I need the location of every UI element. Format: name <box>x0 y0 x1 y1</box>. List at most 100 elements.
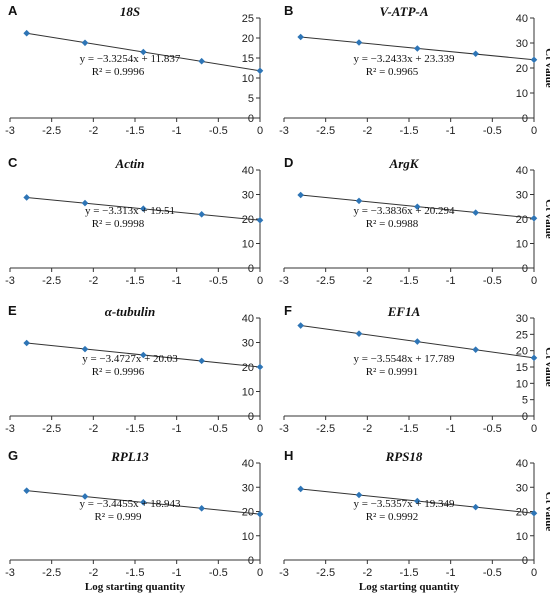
y-tick-label: 0 <box>248 263 254 275</box>
x-tick-label: -0.5 <box>483 275 502 287</box>
x-tick-label: -1.5 <box>400 275 419 287</box>
data-point <box>198 357 205 365</box>
x-tick-label: -2 <box>88 125 98 137</box>
x-tick-label: -3 <box>5 567 15 579</box>
panel-label: G <box>8 448 18 463</box>
y-tick-label: 20 <box>516 346 528 358</box>
y-tick-label: 0 <box>248 113 254 125</box>
fit-equation: y = −3.313x + 19.51 <box>85 205 175 217</box>
fit-equation: y = −3.2433x + 23.339 <box>353 53 455 65</box>
y-tick-label: 10 <box>516 239 528 251</box>
data-point <box>414 497 421 505</box>
x-tick-label: 0 <box>257 423 263 435</box>
data-point <box>198 211 205 218</box>
x-tick-label: -1 <box>172 275 182 287</box>
x-tick-label: 0 <box>257 125 263 137</box>
r-squared: R² = 0.9996 <box>92 66 145 78</box>
x-tick-label: -2 <box>362 125 372 137</box>
x-tick-label: -2.5 <box>42 125 61 137</box>
data-point <box>472 346 479 353</box>
y-tick-label: 30 <box>242 338 254 350</box>
x-tick-label: -3 <box>279 423 289 435</box>
x-tick-label: -2.5 <box>42 567 61 579</box>
data-point <box>355 330 363 337</box>
x-axis-label: Log starting quantity <box>85 581 186 593</box>
panel-title: Actin <box>115 156 145 171</box>
x-tick-label: -2 <box>88 567 98 579</box>
y-tick-label: 10 <box>516 378 528 390</box>
panel-title: α-tubulin <box>105 304 156 319</box>
y-tick-label: 40 <box>242 165 254 177</box>
x-tick-label: -2.5 <box>316 567 335 579</box>
y-axis-label: Ct value <box>543 492 550 532</box>
y-tick-label: 5 <box>248 93 254 105</box>
data-point <box>355 491 363 499</box>
x-tick-label: -0.5 <box>483 567 502 579</box>
r-squared: R² = 0.9996 <box>92 366 145 378</box>
panel-g: -3-2.5-2-1.5-1-0.50010203040GRPL13y = −3… <box>5 448 264 593</box>
data-point <box>355 39 363 46</box>
panel-label: B <box>284 3 293 18</box>
y-tick-label: 40 <box>516 13 528 25</box>
y-tick-label: 20 <box>242 214 254 226</box>
y-tick-label: 30 <box>516 38 528 50</box>
y-tick-label: 10 <box>242 239 254 251</box>
panel-b: -3 -2.5 -2 -1.5 -1 -0.5 00 10 20 30 40 B V-ATP-A y = … <box>279 3 550 137</box>
data-point <box>530 214 538 222</box>
data-point <box>23 29 30 37</box>
data-point <box>23 194 30 201</box>
x-tick-label: -1 <box>172 125 182 137</box>
x-tick-label: -2.5 <box>42 423 61 435</box>
data-point <box>198 505 205 512</box>
panel-d: -3 -2.5 -2 -1.5 -1 -0.5 00 10 20 30 40 D ArgK y = −3.… <box>279 155 550 287</box>
data-point <box>414 45 421 52</box>
y-tick-label: 5 <box>522 395 528 407</box>
panel-label: A <box>8 3 18 18</box>
r-squared: R² = 0.9998 <box>92 218 145 230</box>
y-tick-label: 40 <box>242 313 254 325</box>
x-tick-label: -2.5 <box>316 125 335 137</box>
data-point <box>81 39 89 47</box>
fit-equation: y = −3.3254x + 11.837 <box>80 53 181 65</box>
x-tick-label: -1.5 <box>400 125 419 137</box>
y-tick-label: 30 <box>242 190 254 202</box>
y-axis-label: Ct value <box>543 347 550 387</box>
data-point <box>140 48 147 56</box>
y-axis-label: Ct value <box>543 48 550 88</box>
x-tick-label: 0 <box>531 275 537 287</box>
y-tick-label: 40 <box>242 458 254 470</box>
x-tick-label: -2 <box>88 423 98 435</box>
panel-title: V-ATP-A <box>379 4 428 19</box>
x-tick-label: -0.5 <box>483 423 502 435</box>
fit-equation: y = −3.4455x + 18.943 <box>79 498 181 510</box>
panel-title: RPS18 <box>385 449 423 464</box>
x-tick-label: -1 <box>446 275 456 287</box>
x-tick-label: -1 <box>172 567 182 579</box>
data-point <box>23 487 30 494</box>
y-tick-label: 10 <box>516 531 528 543</box>
r-squared: R² = 0.9988 <box>366 218 419 230</box>
y-tick-label: 0 <box>248 555 254 567</box>
fit-equation: y = −3.3836x + 20.294 <box>353 205 455 217</box>
panel-title: EF1A <box>387 304 421 319</box>
panel-title: 18S <box>120 4 140 19</box>
r-squared: R² = 0.9965 <box>366 66 419 78</box>
panel-title: ArgK <box>389 156 420 171</box>
y-tick-label: 40 <box>516 165 528 177</box>
fit-equation: y = −3.5357x + 19.349 <box>353 498 455 510</box>
y-tick-label: 25 <box>516 329 528 341</box>
y-tick-label: 30 <box>516 190 528 202</box>
data-point <box>297 322 304 329</box>
data-point <box>81 345 89 353</box>
data-point <box>530 354 538 362</box>
y-axis-label: Ct value <box>543 199 550 239</box>
data-point <box>530 509 538 517</box>
x-tick-label: -3 <box>279 125 289 137</box>
y-tick-label: 20 <box>516 507 528 519</box>
y-tick-label: 20 <box>242 362 254 374</box>
fit-equation: y = −3.4727x + 20.03 <box>82 353 178 365</box>
panel-f: -3 -2.5 -2 -1.5 -1 -0.5 00 5 10 15 20 25 30 F EF1A y = … <box>279 303 550 435</box>
y-tick-label: 10 <box>242 531 254 543</box>
x-tick-label: -1.5 <box>126 423 145 435</box>
